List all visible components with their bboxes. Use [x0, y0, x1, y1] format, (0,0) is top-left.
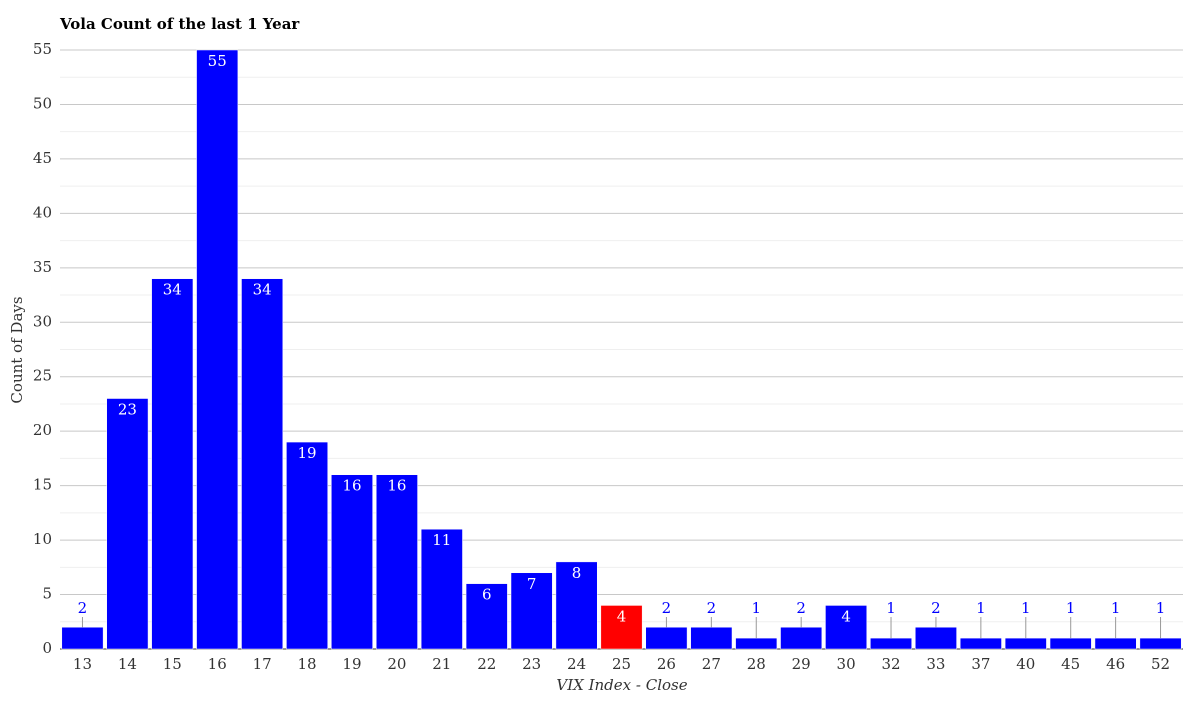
y-tick-label: 0	[42, 639, 52, 657]
y-tick-label: 55	[33, 40, 52, 58]
x-tick-label: 33	[926, 655, 945, 673]
y-tick-label: 10	[33, 530, 52, 548]
y-axis-label: Count of Days	[8, 296, 26, 403]
data-label: 1	[976, 599, 986, 617]
y-tick-label: 15	[33, 476, 52, 494]
x-tick-label: 20	[387, 655, 406, 673]
data-label: 7	[527, 575, 537, 593]
data-label: 55	[208, 52, 227, 70]
data-label: 1	[1066, 599, 1076, 617]
bar	[870, 637, 912, 650]
y-tick-label: 50	[33, 94, 52, 112]
bar	[780, 626, 823, 650]
y-tick-label: 30	[33, 312, 52, 330]
bar	[735, 637, 778, 650]
data-label: 2	[931, 599, 941, 617]
data-label: 8	[572, 564, 582, 582]
bar	[106, 398, 149, 650]
bar	[465, 583, 508, 650]
x-tick-label: 30	[837, 655, 856, 673]
bar	[555, 561, 598, 650]
y-tick-label: 35	[33, 258, 52, 276]
x-tick-label: 18	[298, 655, 317, 673]
bar	[510, 572, 553, 650]
y-tick-label: 45	[33, 149, 52, 167]
data-label: 23	[118, 401, 137, 419]
data-label: 16	[342, 477, 361, 495]
bar	[286, 441, 328, 650]
x-tick-label: 24	[567, 655, 586, 673]
data-label: 1	[1156, 599, 1166, 617]
x-tick-label: 14	[118, 655, 137, 673]
bar	[331, 474, 373, 650]
data-label: 1	[1111, 599, 1121, 617]
bar	[645, 626, 688, 650]
data-label: 34	[163, 281, 182, 299]
bar	[1049, 637, 1092, 650]
x-tick-label: 29	[792, 655, 811, 673]
x-tick-label: 19	[342, 655, 361, 673]
bar	[375, 474, 418, 650]
x-tick-label: 32	[881, 655, 900, 673]
x-tick-label: 28	[747, 655, 766, 673]
data-label: 11	[432, 531, 451, 549]
data-label: 2	[78, 599, 88, 617]
y-tick-label: 40	[33, 203, 52, 221]
data-label: 1	[1021, 599, 1031, 617]
x-tick-label: 17	[253, 655, 272, 673]
x-tick-label: 26	[657, 655, 676, 673]
x-tick-label: 15	[163, 655, 182, 673]
bar	[61, 626, 104, 650]
bar	[151, 278, 194, 650]
x-tick-label: 45	[1061, 655, 1080, 673]
x-tick-label: 16	[208, 655, 227, 673]
data-label: 2	[662, 599, 672, 617]
bar	[915, 626, 957, 650]
chart-title: Vola Count of the last 1 Year	[59, 15, 300, 33]
x-tick-label: 37	[971, 655, 990, 673]
bar	[825, 605, 868, 650]
x-tick-label: 21	[432, 655, 451, 673]
x-tick-label: 27	[702, 655, 721, 673]
bar	[1004, 637, 1047, 650]
x-tick-label: 13	[73, 655, 92, 673]
y-tick-label: 20	[33, 421, 52, 439]
bar	[600, 605, 643, 650]
x-tick-label: 46	[1106, 655, 1125, 673]
data-label: 6	[482, 586, 492, 604]
x-tick-label: 23	[522, 655, 541, 673]
data-label: 4	[841, 607, 851, 625]
data-label: 1	[886, 599, 896, 617]
bar	[690, 626, 733, 650]
x-tick-label: 22	[477, 655, 496, 673]
y-tick-label: 5	[42, 585, 52, 603]
x-tick-label: 52	[1151, 655, 1170, 673]
data-label: 2	[796, 599, 806, 617]
x-tick-label: 40	[1016, 655, 1035, 673]
data-label: 34	[253, 281, 272, 299]
bar	[1094, 637, 1137, 650]
bar	[1139, 637, 1182, 650]
bar	[196, 49, 239, 650]
y-tick-label: 25	[33, 367, 52, 385]
bar	[959, 637, 1002, 650]
data-label: 16	[387, 477, 406, 495]
data-label: 19	[298, 444, 317, 462]
data-label: 1	[751, 599, 761, 617]
x-axis-label: VIX Index - Close	[556, 676, 687, 694]
bar	[420, 528, 463, 650]
bar	[241, 278, 284, 650]
x-tick-label: 25	[612, 655, 631, 673]
data-label: 4	[617, 607, 627, 625]
data-label: 2	[707, 599, 717, 617]
